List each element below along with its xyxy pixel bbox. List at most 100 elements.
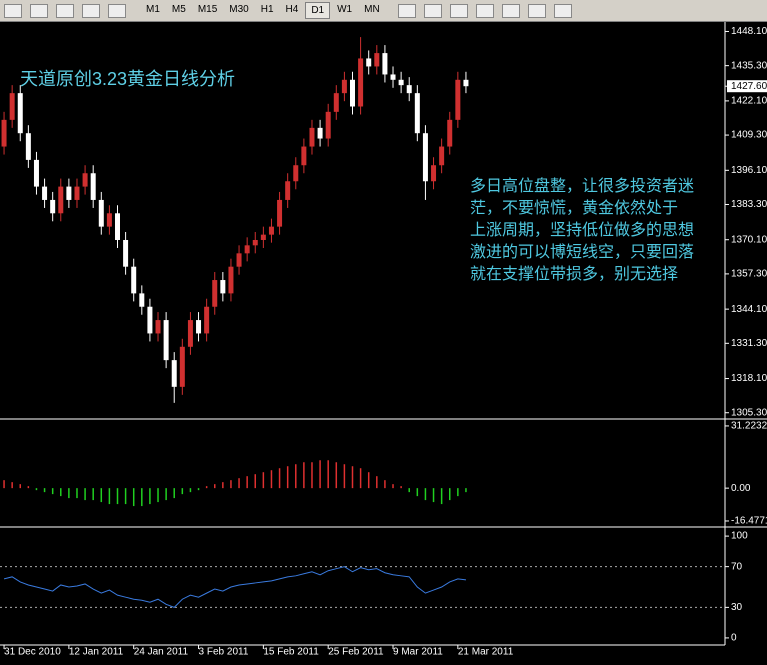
tool-icon[interactable] (397, 3, 416, 18)
annotation: 多日高位盘整，让很多投资者迷 (470, 176, 694, 195)
candle-body (66, 186, 72, 200)
candle-body (390, 74, 396, 80)
annotation: 上涨周期，坚持低位做多的思想 (470, 221, 694, 239)
tool-icon[interactable] (449, 3, 468, 18)
timeframe-button[interactable]: M15 (197, 4, 218, 15)
timeframe-button[interactable]: M1 (146, 4, 160, 15)
y-tick-label: 30 (731, 602, 743, 613)
candle-body (74, 186, 80, 200)
candle-body (236, 253, 242, 267)
candle-body (50, 199, 56, 214)
tool-icon[interactable] (553, 3, 572, 18)
candle-body (155, 320, 161, 334)
candle-body (228, 266, 234, 294)
candle-body (204, 306, 210, 334)
y-tick-label: 1435.30 (731, 60, 767, 71)
y-tick-label: 1344.10 (731, 304, 767, 315)
candle-body (131, 266, 137, 294)
candle-body (325, 111, 331, 139)
y-tick-label: 1409.30 (731, 130, 767, 141)
candle-body (414, 93, 420, 134)
candle-body (106, 213, 112, 227)
candle-body (123, 239, 129, 267)
candle-body (42, 186, 48, 200)
candle-body (244, 245, 250, 254)
annotation: 就在支撑位带损多，别无选择 (470, 265, 678, 283)
candle-body (439, 146, 445, 166)
tool-icon[interactable] (108, 3, 126, 18)
candle-body (293, 165, 299, 182)
timeframe-button[interactable]: W1 (337, 4, 353, 15)
candle-body (1, 119, 7, 147)
y-tick-label: -16.4771 (731, 516, 767, 527)
candle-body (179, 346, 185, 387)
background (0, 22, 767, 665)
candle-body (82, 173, 88, 187)
candle-body (406, 85, 412, 94)
timeframe-button[interactable]: D1 (305, 2, 331, 19)
tool-icon[interactable] (423, 3, 442, 18)
y-tick-label: 0 (731, 633, 737, 644)
tool-icon[interactable] (82, 3, 100, 18)
timeframe-button[interactable]: H1 (260, 4, 274, 15)
tool-icon[interactable] (501, 3, 520, 18)
current-price-box (727, 80, 767, 93)
y-tick-label: 1370.10 (731, 234, 767, 245)
candle-body (252, 239, 258, 246)
candle-body (350, 79, 355, 107)
tool-icon[interactable] (56, 3, 74, 18)
x-tick-label: 9 Mar 2011 (393, 647, 443, 658)
timeframe-button[interactable]: M30 (229, 4, 249, 15)
x-tick-label: 31 Dec 2010 (4, 647, 61, 658)
tool-icon[interactable] (527, 3, 546, 18)
candle-body (374, 53, 380, 67)
candle-body (398, 79, 404, 86)
candle-body (58, 186, 64, 214)
timeframes: M1 M5 M15 M30 H1 H4 D1 W1 MN (140, 2, 386, 19)
candle-body (366, 58, 372, 67)
candle-body (212, 280, 218, 307)
candle-body (309, 127, 315, 147)
x-tick-label: 12 Jan 2011 (69, 647, 124, 658)
x-tick-label: 21 Mar 2011 (458, 647, 514, 658)
candle-body (277, 199, 283, 227)
timeframe-button[interactable]: H4 (285, 4, 299, 15)
candle-body (171, 360, 177, 387)
candle-body (431, 165, 437, 182)
y-tick-label: 1422.10 (731, 96, 767, 107)
candle-body (463, 79, 469, 87)
tool-icon[interactable] (4, 3, 22, 18)
y-tick-label: 1331.30 (731, 338, 767, 349)
tool-icon[interactable] (475, 3, 494, 18)
candle-body (33, 159, 39, 187)
x-tick-label: 24 Jan 2011 (134, 647, 189, 658)
candle-body (17, 93, 23, 134)
current-price-label: 1427.60 (731, 81, 767, 92)
candle-body (163, 320, 169, 361)
y-tick-label: 0.00 (731, 483, 751, 494)
rsi-line (3, 566, 467, 608)
candle-body (9, 93, 15, 120)
timeframe-button[interactable]: M5 (171, 4, 186, 15)
candle-body (147, 306, 153, 334)
x-tick-label: 15 Feb 2011 (263, 647, 319, 658)
candle-body (115, 213, 120, 240)
candle-body (260, 234, 266, 240)
candle-body (268, 226, 274, 235)
candle-body (455, 79, 461, 120)
candle-body (317, 127, 323, 139)
toolbar: M1 M5 M15 M30 H1 H4 D1 W1 MN (0, 0, 767, 22)
candle-body (447, 119, 453, 147)
candle-body (333, 93, 339, 112)
timeframe-button[interactable]: MN (364, 4, 380, 15)
y-tick-label: 1357.30 (731, 269, 767, 280)
tool-icon[interactable] (30, 3, 48, 18)
y-tick-label: 100 (731, 531, 748, 542)
candle-body (358, 58, 364, 107)
chart-title: 天道原创3.23黄金日线分析 (20, 69, 235, 89)
candle-body (382, 53, 388, 75)
candle-body (285, 181, 291, 200)
candle-body (187, 320, 193, 347)
y-tick-label: 1396.10 (731, 165, 767, 176)
